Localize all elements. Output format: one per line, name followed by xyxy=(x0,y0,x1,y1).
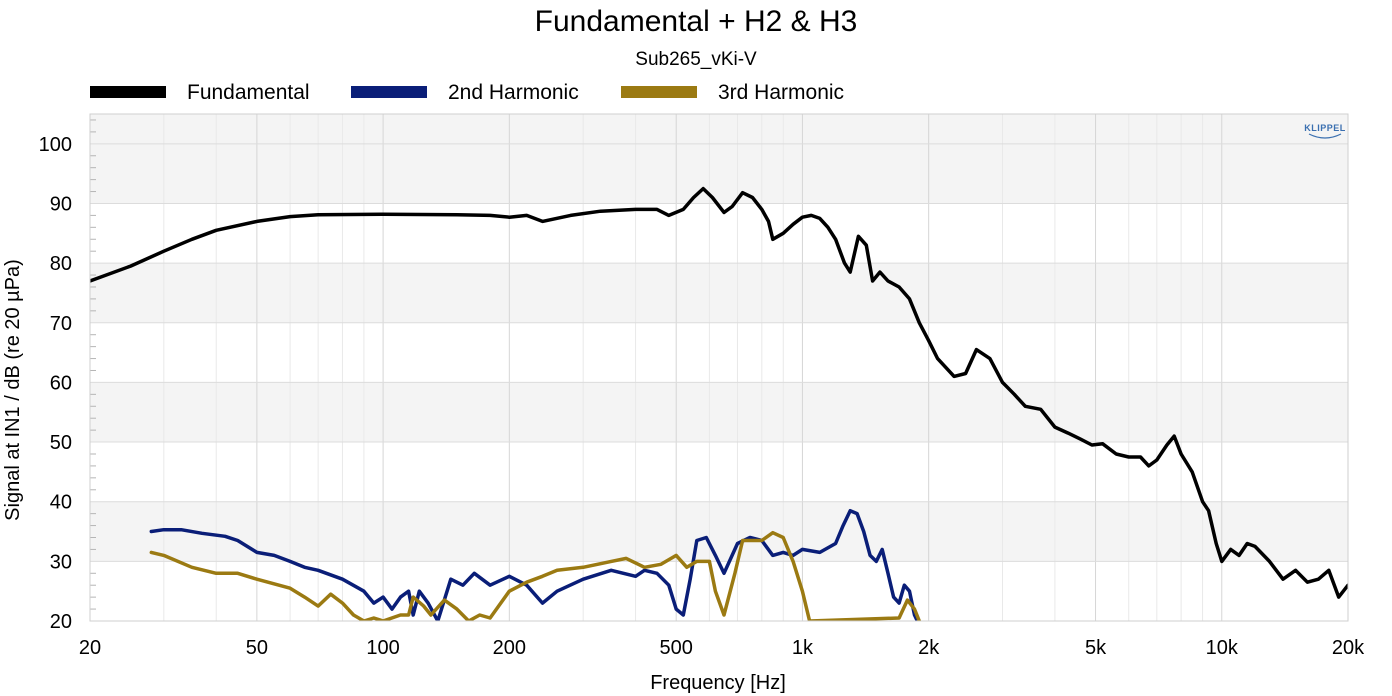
legend-label-2: 2nd Harmonic xyxy=(448,81,579,104)
x-tick-label: 5k xyxy=(1085,637,1107,659)
series-line-1 xyxy=(90,186,1348,599)
legend-label-1: Fundamental xyxy=(187,81,310,104)
legend: Fundamental 2nd Harmonic 3rd Harmonic xyxy=(90,81,844,104)
x-tick-label: 1k xyxy=(792,637,814,659)
x-tick-label: 10k xyxy=(1206,637,1239,659)
y-tick-label: 40 xyxy=(50,492,72,514)
series-line-2 xyxy=(149,508,920,621)
grid-layer xyxy=(90,114,1348,621)
x-tick-label: 2k xyxy=(918,637,940,659)
y-tick-label: 20 xyxy=(50,611,72,633)
grid-band xyxy=(90,263,1348,323)
x-tick-label: 100 xyxy=(366,637,399,659)
y-tick-labels: 20 30 40 50 60 70 80 90 100 xyxy=(39,134,72,633)
grid-band xyxy=(90,114,1348,204)
grid-band xyxy=(90,382,1348,443)
x-tick-label: 50 xyxy=(246,637,268,659)
legend-swatch-1 xyxy=(90,86,166,98)
x-tick-labels: 20 50 100 200 500 1k 2k 5k 10k 20k xyxy=(79,637,1365,659)
x-tick-label: 500 xyxy=(660,637,693,659)
x-tick-label: 200 xyxy=(493,637,526,659)
x-tick-label: 20k xyxy=(1332,637,1365,659)
y-tick-label: 90 xyxy=(50,193,72,215)
x-tick-label: 20 xyxy=(79,637,101,659)
y-axis-label: Signal at IN1 / dB (re 20 µPa) xyxy=(2,259,24,521)
y-tick-label: 100 xyxy=(39,134,72,156)
svg-text:KLIPPEL: KLIPPEL xyxy=(1304,123,1346,133)
y-tick-label: 60 xyxy=(50,372,72,394)
series-line-3 xyxy=(149,530,922,621)
chart-title: Fundamental + H2 & H3 xyxy=(535,5,858,38)
legend-label-3: 3rd Harmonic xyxy=(718,81,844,104)
series-layer xyxy=(90,186,1348,621)
legend-swatch-2 xyxy=(351,86,427,98)
x-axis-label: Frequency [Hz] xyxy=(650,672,786,694)
grid-band xyxy=(90,501,1348,562)
legend-swatch-3 xyxy=(621,86,697,98)
plot-frame xyxy=(89,113,1349,622)
band-layer xyxy=(90,114,1348,562)
y-tick-label: 70 xyxy=(50,313,72,335)
y-tick-label: 30 xyxy=(50,551,72,573)
klippel-logo: KLIPPEL xyxy=(1304,123,1346,139)
y-tick-label: 50 xyxy=(50,432,72,454)
chart-subtitle: Sub265_vKi-V xyxy=(635,49,757,70)
y-tick-label: 80 xyxy=(50,253,72,275)
